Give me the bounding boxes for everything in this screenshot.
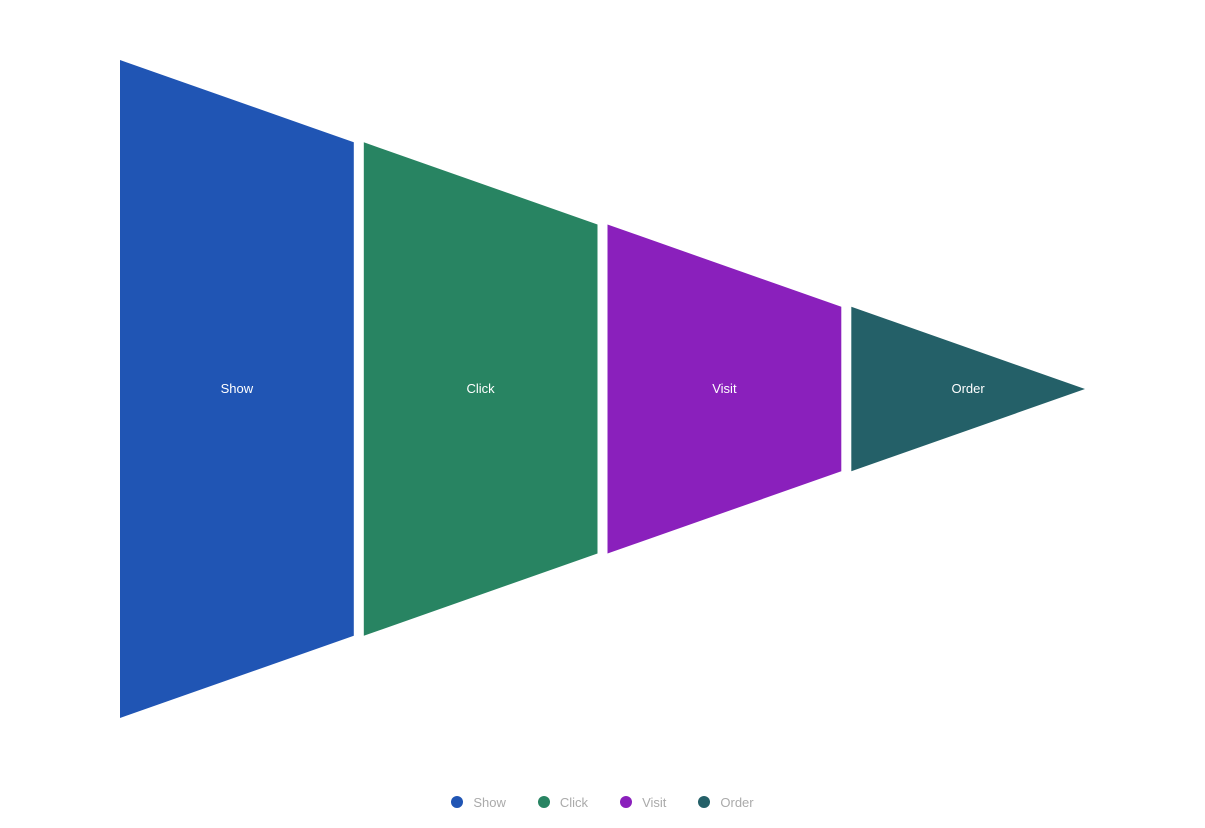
legend-dot-click <box>537 796 550 808</box>
legend-dot-order <box>698 796 711 808</box>
funnel-label-show: Show <box>221 381 254 396</box>
legend-label-show: Show <box>473 794 506 810</box>
funnel-label-visit: Visit <box>712 381 737 396</box>
funnel-segment-order[interactable] <box>851 306 1085 472</box>
legend-dot-show <box>451 796 464 808</box>
legend-label-visit: Visit <box>642 794 667 810</box>
funnel-label-order: Order <box>951 381 985 396</box>
funnel-segment-visit[interactable] <box>607 224 842 554</box>
legend-dot-visit <box>620 796 633 808</box>
legend-item-order[interactable]: Order <box>698 794 754 810</box>
funnel-label-click: Click <box>467 381 496 396</box>
legend-label-order: Order <box>720 794 754 810</box>
funnel-segment-click[interactable] <box>363 142 598 636</box>
funnel-segment-show[interactable] <box>120 60 354 718</box>
legend-item-click[interactable]: Click <box>537 794 589 810</box>
legend-label-click: Click <box>559 794 589 810</box>
legend-item-visit[interactable]: Visit <box>620 795 666 810</box>
legend-item-show[interactable]: Show <box>451 795 506 810</box>
legend: Show Click Visit Order <box>0 792 1205 812</box>
